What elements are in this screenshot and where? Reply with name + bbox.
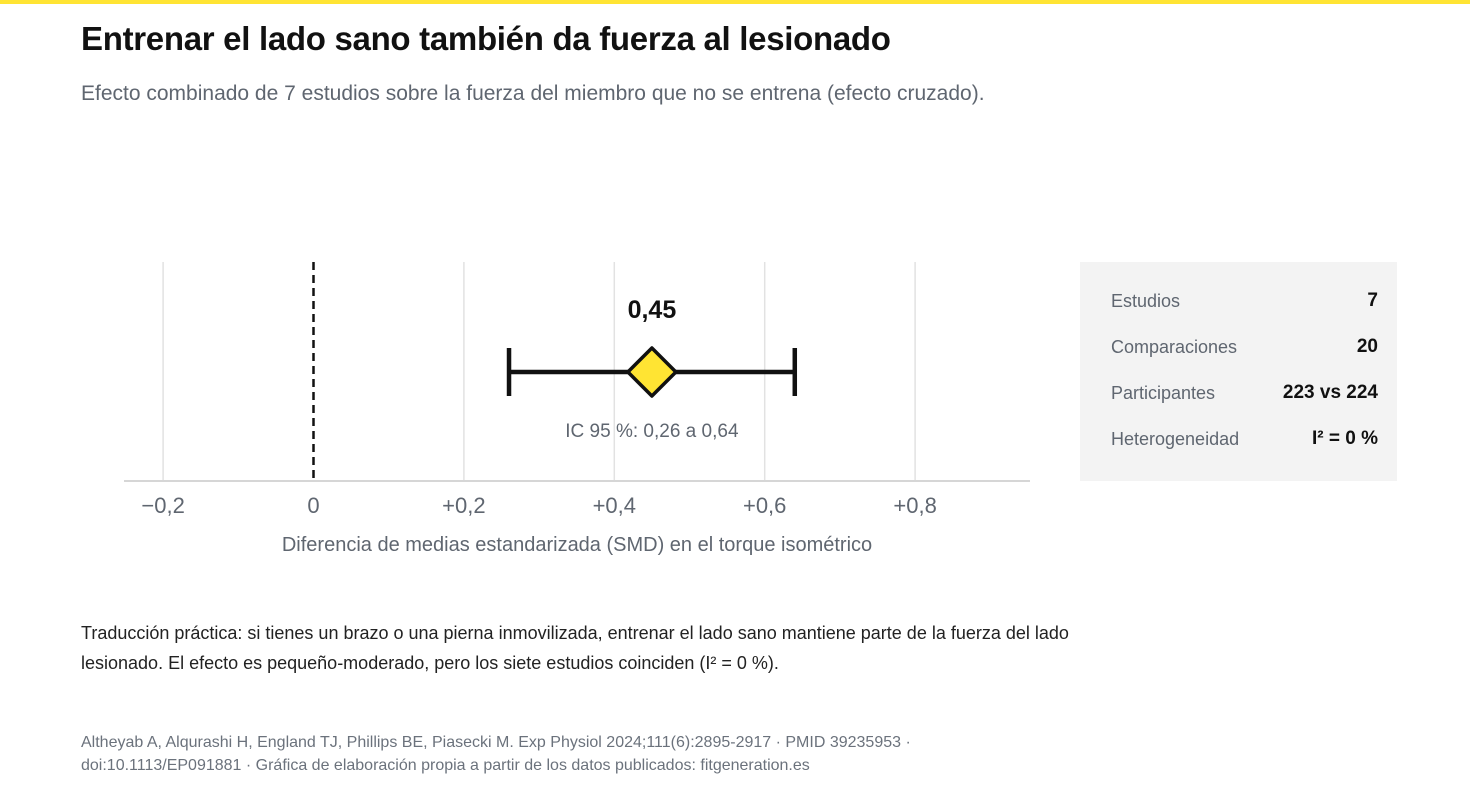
- pooled-estimate-diamond: [626, 346, 678, 398]
- ci-label: IC 95 %: 0,26 a 0,64: [565, 421, 739, 442]
- accent-top-bar: [0, 0, 1470, 4]
- estimate-label: 0,45: [628, 296, 677, 324]
- x-tick-label: +0,2: [442, 493, 485, 518]
- chart-subtitle: Efecto combinado de 7 estudios sobre la …: [81, 82, 985, 105]
- stat-value: 7: [1367, 290, 1378, 311]
- practical-note: Traducción práctica: si tienes un brazo …: [81, 623, 1069, 673]
- stat-row-participants: Participantes 223 vs 224: [1111, 370, 1378, 416]
- stat-row-comparisons: Comparaciones 20: [1111, 324, 1378, 370]
- x-axis-label: Diferencia de medias estandarizada (SMD)…: [282, 534, 872, 556]
- stat-value: I² = 0 %: [1312, 428, 1378, 449]
- stats-panel: Estudios 7 Comparaciones 20 Participante…: [1080, 262, 1397, 481]
- x-tick-label: −0,2: [141, 493, 184, 518]
- chart-title: Entrenar el lado sano también da fuerza …: [81, 20, 891, 57]
- x-tick-label: 0: [307, 493, 319, 518]
- stat-row-studies: Estudios 7: [1111, 278, 1378, 324]
- x-tick-label: +0,4: [593, 493, 636, 518]
- stat-label: Estudios: [1111, 290, 1181, 311]
- stat-value: 20: [1356, 336, 1378, 357]
- stat-label: Heterogeneidad: [1111, 428, 1240, 449]
- stat-row-heterogeneity: Heterogeneidad I² = 0 %: [1111, 416, 1378, 462]
- stat-label: Comparaciones: [1111, 336, 1238, 357]
- x-tick-label: +0,6: [743, 493, 786, 518]
- x-tick-label: +0,8: [893, 493, 936, 518]
- source-citation: Altheyab A, Alqurashi H, England TJ, Phi…: [81, 734, 911, 774]
- stat-label: Participantes: [1111, 382, 1216, 403]
- forest-plot: −0,2 0 +0,2 +0,4 +0,6 +0,8 0,45 IC 95 %: 0,26 a…: [124, 262, 1030, 556]
- stat-value: 223 vs 224: [1282, 382, 1378, 403]
